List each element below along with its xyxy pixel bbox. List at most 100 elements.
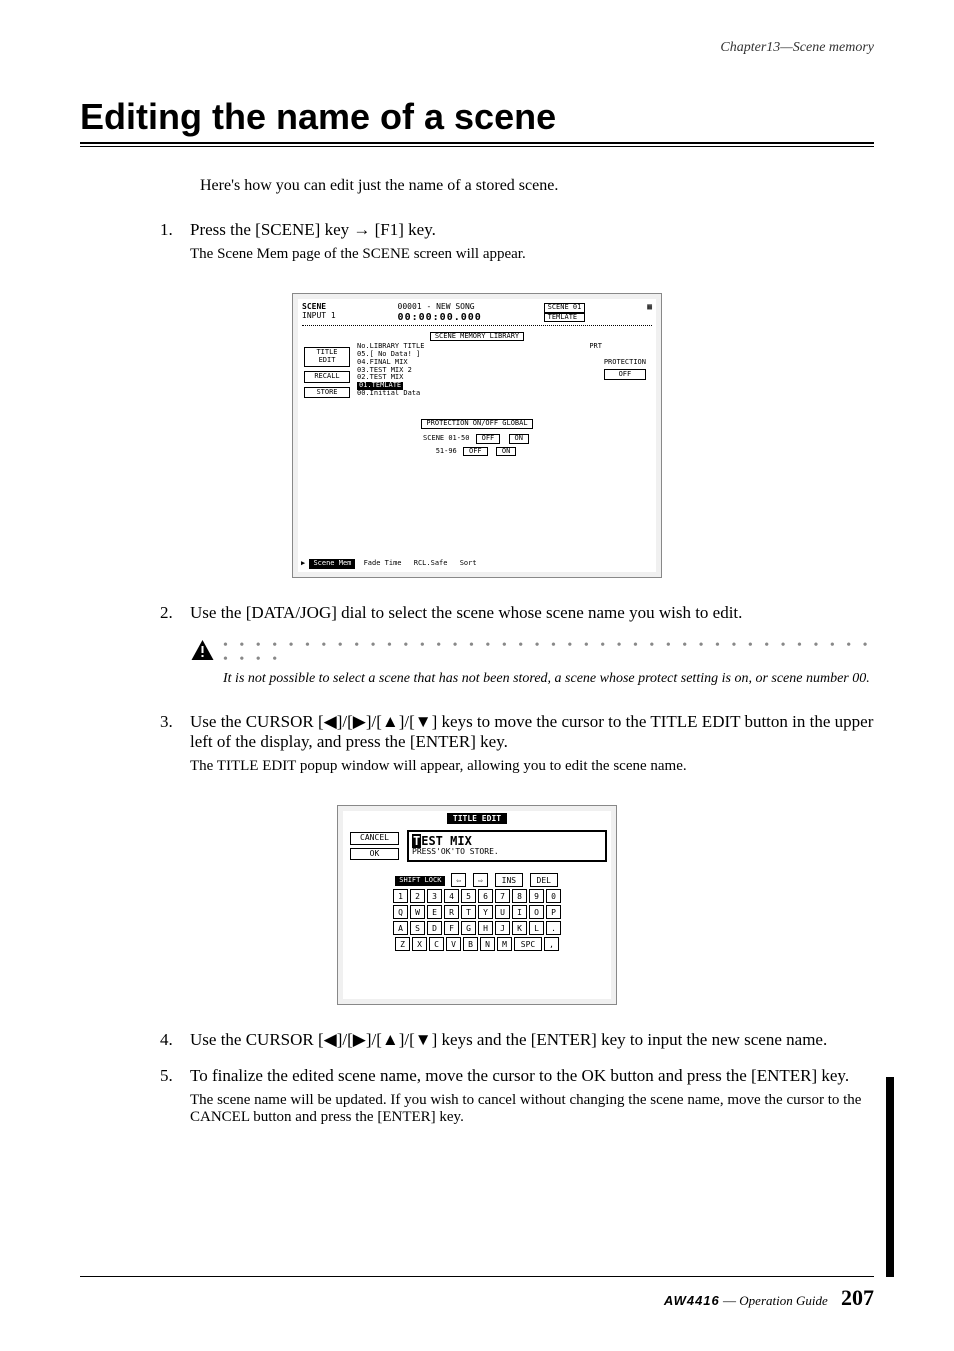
key-l[interactable]: L: [529, 921, 544, 935]
key-v[interactable]: V: [446, 937, 461, 951]
key-.[interactable]: .: [546, 921, 561, 935]
ok-button[interactable]: OK: [350, 848, 399, 861]
key-f[interactable]: F: [444, 921, 459, 935]
tab-rcl-safe[interactable]: RCL.Safe: [410, 559, 452, 569]
cursor-left-icon: ◀: [324, 1030, 337, 1049]
text: Use the CURSOR [: [190, 712, 324, 731]
step-instruction: Press the [SCENE] key → [F1] key.: [190, 220, 874, 240]
cursor-down-icon: ▼: [415, 1030, 432, 1049]
key-b[interactable]: B: [463, 937, 478, 951]
key-8[interactable]: 8: [512, 889, 527, 903]
text: Use the CURSOR [: [190, 1030, 324, 1049]
key-d[interactable]: D: [427, 921, 442, 935]
key-0[interactable]: 0: [546, 889, 561, 903]
key-j[interactable]: J: [495, 921, 510, 935]
page-number: 207: [841, 1285, 874, 1310]
play-icon: ▶: [301, 559, 305, 567]
scene-memory-screenshot: SCENE INPUT 1 00001 - NEW SONG 00:00:00.…: [292, 293, 662, 578]
key-p[interactable]: P: [546, 905, 561, 919]
range-label: SCENE 01-50: [423, 434, 469, 442]
step-number: 3.: [160, 712, 190, 790]
key-7[interactable]: 7: [495, 889, 510, 903]
tab-sort[interactable]: Sort: [456, 559, 481, 569]
arrow-left-key[interactable]: ⇦: [451, 873, 466, 887]
off-button[interactable]: OFF: [476, 434, 501, 444]
key-space[interactable]: SPC: [514, 937, 542, 951]
step-description: The TITLE EDIT popup window will appear,…: [190, 758, 874, 775]
text: [F1] key.: [370, 220, 435, 239]
model-name: AW4416: [664, 1293, 720, 1308]
arrow-right-icon: →: [353, 220, 370, 239]
recall-button[interactable]: RECALL: [304, 371, 350, 383]
step-5: 5. To finalize the edited scene name, mo…: [160, 1066, 874, 1141]
key-i[interactable]: I: [512, 905, 527, 919]
on-button[interactable]: ON: [509, 434, 529, 444]
intro-text: Here's how you can edit just the name of…: [200, 177, 874, 195]
text: ] keys and the [ENTER] key to input the …: [432, 1030, 828, 1049]
shift-lock-key[interactable]: SHIFT LOCK: [395, 876, 445, 886]
key-a[interactable]: A: [393, 921, 408, 935]
cursor-right-icon: ▶: [353, 1030, 366, 1049]
on-button[interactable]: ON: [496, 447, 516, 457]
key-k[interactable]: K: [512, 921, 527, 935]
key-1[interactable]: 1: [393, 889, 408, 903]
key-s[interactable]: S: [410, 921, 425, 935]
col-header: PRT: [589, 343, 602, 351]
key-m[interactable]: M: [497, 937, 512, 951]
text: ]/[: [366, 712, 382, 731]
step-description: The scene name will be updated. If you w…: [190, 1092, 874, 1126]
lcd-template-name: TEMLATE: [544, 313, 586, 323]
key-9[interactable]: 9: [529, 889, 544, 903]
kbd-row-nums: 1234567890: [347, 889, 607, 903]
key-h[interactable]: H: [478, 921, 493, 935]
tab-fade-time[interactable]: Fade Time: [360, 559, 406, 569]
lcd-scene-number: SCENE 01: [544, 303, 586, 313]
title-edit-button[interactable]: TITLE EDIT: [304, 347, 350, 366]
text: ]/[: [366, 1030, 382, 1049]
step-1: 1. Press the [SCENE] key → [F1] key. The…: [160, 220, 874, 278]
key-comma[interactable]: ,: [544, 937, 559, 951]
text: ]/[: [337, 1030, 353, 1049]
key-x[interactable]: X: [412, 937, 427, 951]
text: ]/[: [399, 712, 415, 731]
key-3[interactable]: 3: [427, 889, 442, 903]
cancel-button[interactable]: CANCEL: [350, 832, 399, 845]
key-5[interactable]: 5: [461, 889, 476, 903]
step-3: 3. Use the CURSOR [◀]/[▶]/[▲]/[▼] keys t…: [160, 712, 874, 790]
key-4[interactable]: 4: [444, 889, 459, 903]
tab-scene-mem[interactable]: Scene Mem: [309, 559, 355, 569]
key-w[interactable]: W: [410, 905, 425, 919]
step-number: 1.: [160, 220, 190, 278]
cursor-up-icon: ▲: [382, 1030, 399, 1049]
key-u[interactable]: U: [495, 905, 510, 919]
note-dots: • • • • • • • • • • • • • • • • • • • • …: [223, 639, 874, 667]
page-title: Editing the name of a scene: [80, 96, 874, 138]
cursor-down-icon: ▼: [415, 712, 432, 731]
key-2[interactable]: 2: [410, 889, 425, 903]
kbd-row-q: QWERTYUIOP: [347, 905, 607, 919]
key-t[interactable]: T: [461, 905, 476, 919]
key-g[interactable]: G: [461, 921, 476, 935]
key-z[interactable]: Z: [395, 937, 410, 951]
key-n[interactable]: N: [480, 937, 495, 951]
del-key[interactable]: DEL: [530, 873, 558, 887]
range-label: 51-96: [436, 447, 457, 455]
protection-state[interactable]: OFF: [604, 369, 646, 381]
step-instruction: To finalize the edited scene name, move …: [190, 1066, 874, 1086]
key-o[interactable]: O: [529, 905, 544, 919]
key-e[interactable]: E: [427, 905, 442, 919]
key-r[interactable]: R: [444, 905, 459, 919]
step-instruction: Use the [DATA/JOG] dial to select the sc…: [190, 603, 874, 623]
ins-key[interactable]: INS: [495, 873, 523, 887]
off-button[interactable]: OFF: [463, 447, 488, 457]
key-c[interactable]: C: [429, 937, 444, 951]
key-q[interactable]: Q: [393, 905, 408, 919]
store-button[interactable]: STORE: [304, 387, 350, 399]
key-6[interactable]: 6: [478, 889, 493, 903]
key-y[interactable]: Y: [478, 905, 493, 919]
lcd-song-name: 00001 - NEW SONG: [398, 303, 482, 312]
lcd-timecode: 00:00:00.000: [398, 312, 482, 323]
step-number: 5.: [160, 1066, 190, 1141]
step-number: 2.: [160, 603, 190, 629]
arrow-right-key[interactable]: ⇨: [473, 873, 488, 887]
